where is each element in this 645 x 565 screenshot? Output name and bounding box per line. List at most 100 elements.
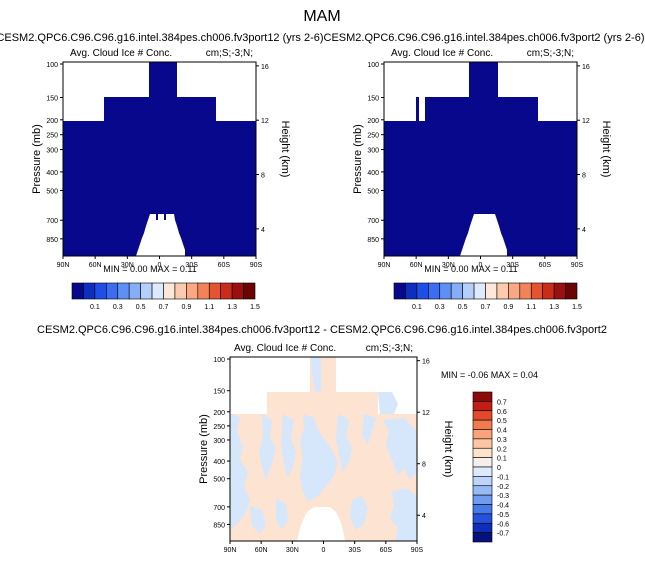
x-tick-label: 90N bbox=[224, 547, 237, 554]
x-tick-label: 60S bbox=[218, 262, 231, 269]
y-tick-label: 500 bbox=[213, 477, 225, 484]
panel-b-column bbox=[416, 97, 419, 121]
x-tick-label: 0 bbox=[322, 547, 326, 554]
colorbar-swatch bbox=[416, 282, 429, 300]
colorbar-swatch bbox=[243, 282, 256, 300]
colorbar-swatch bbox=[94, 282, 107, 300]
colorbar-label: 0.3 bbox=[497, 437, 507, 444]
height-tick-label: 16 bbox=[422, 359, 430, 366]
panel-c-variable-label: Avg. Cloud Ice # Conc. bbox=[234, 343, 336, 354]
y-tick-label: 150 bbox=[213, 389, 225, 396]
height-tick-label: 12 bbox=[261, 118, 269, 125]
colorbar-swatch bbox=[472, 401, 493, 412]
panel-b-axes: 90N 60N 30N 0 30S 60S 90S 100 150 200 250 300 400 500… bbox=[367, 62, 590, 269]
height-tick-label: 12 bbox=[422, 410, 430, 417]
panel-c-title: CESM2.QPC6.C96.C96.g16.intel.384pes.ch00… bbox=[37, 324, 607, 336]
colorbar-swatch bbox=[472, 419, 493, 430]
colorbar-swatch bbox=[405, 282, 418, 300]
colorbar-label: 1.1 bbox=[204, 304, 214, 311]
height-tick-label: 12 bbox=[582, 118, 590, 125]
height-tick-label: 8 bbox=[261, 173, 265, 180]
x-tick-label: 90S bbox=[250, 262, 263, 269]
colorbar-swatch bbox=[140, 282, 153, 300]
colorbar-swatch bbox=[472, 504, 493, 515]
colorbar-swatch bbox=[472, 447, 493, 458]
panel-c: CESM2.QPC6.C96.C96.g16.intel.384pes.ch00… bbox=[37, 324, 607, 554]
y-tick-label: 400 bbox=[367, 170, 379, 177]
height-tick-label: 4 bbox=[582, 227, 586, 234]
y-tick-label: 500 bbox=[367, 188, 379, 195]
y-tick-label: 850 bbox=[213, 522, 225, 529]
x-tick-label: 60N bbox=[255, 547, 268, 554]
panel-c-units-label: cm;S;-3;N; bbox=[366, 343, 413, 354]
y-tick-label: 100 bbox=[367, 62, 379, 69]
panel-a-units-label: cm;S;-3;N; bbox=[206, 48, 253, 59]
x-tick-label: 30S bbox=[348, 547, 361, 554]
colorbar-swatch bbox=[439, 282, 452, 300]
y-tick-label: 700 bbox=[213, 505, 225, 512]
x-tick-label: 60N bbox=[89, 262, 102, 269]
colorbar-label: -0.2 bbox=[497, 484, 509, 491]
x-tick-label: 90S bbox=[571, 262, 584, 269]
x-tick-label: 30N bbox=[442, 262, 455, 269]
colorbar-label: 0.1 bbox=[90, 304, 100, 311]
panel-a: CESM2.QPC6.C96.C96.g16.intel.384pes.ch00… bbox=[0, 32, 324, 311]
x-tick-label: 90S bbox=[411, 547, 424, 554]
colorbar-swatch bbox=[508, 282, 521, 300]
colorbar-swatch bbox=[530, 282, 543, 300]
colorbar-label: 1.5 bbox=[250, 304, 260, 311]
panel-b-title: CESM2.QPC6.C96.C96.g16.intel.384pes.ch00… bbox=[324, 32, 645, 44]
colorbar-swatch bbox=[472, 457, 493, 468]
colorbar-swatch bbox=[151, 282, 164, 300]
x-tick-label: 0 bbox=[479, 262, 483, 269]
colorbar-label: 0 bbox=[497, 465, 501, 472]
panel-a-stats: MIN = 0.00 MAX = 0.11 bbox=[103, 264, 196, 274]
panel-a-variable-label: Avg. Cloud Ice # Conc. bbox=[70, 48, 172, 59]
x-tick-label: 0 bbox=[158, 262, 162, 269]
panel-b-plot-area bbox=[384, 62, 577, 256]
panel-a-axes: 90N 60N 30N 0 30S 60S 90S 100 150 200 250 300 400 500… bbox=[46, 62, 269, 269]
y-tick-label: 400 bbox=[213, 459, 225, 466]
colorbar-swatch bbox=[220, 282, 233, 300]
panel-b-ylabel: Pressure (mb) bbox=[352, 124, 364, 194]
colorbar-label: 0.7 bbox=[159, 304, 169, 311]
colorbar-swatch bbox=[472, 476, 493, 487]
colorbar-swatch bbox=[472, 513, 493, 524]
colorbar-label: -0.1 bbox=[497, 474, 509, 481]
y-tick-label: 300 bbox=[46, 148, 58, 155]
colorbar-label: 0.1 bbox=[412, 304, 422, 311]
colorbar-label: 0.5 bbox=[136, 304, 146, 311]
x-tick-label: 90N bbox=[57, 262, 70, 269]
colorbar-swatch bbox=[565, 282, 578, 300]
colorbar-swatch bbox=[542, 282, 555, 300]
colorbar-swatch bbox=[428, 282, 441, 300]
colorbar-swatch bbox=[472, 429, 493, 440]
colorbar-label: 1.3 bbox=[549, 304, 559, 311]
height-tick-label: 4 bbox=[422, 513, 426, 520]
panel-c-field-negative bbox=[230, 357, 417, 541]
panel-b: CESM2.QPC6.C96.C96.g16.intel.384pes.ch00… bbox=[324, 32, 645, 311]
colorbar-swatch bbox=[117, 282, 130, 300]
panel-c-axes: 90N 60N 30N 0 30S 60S 90S 100 150 200 250 300 400 500… bbox=[213, 357, 430, 554]
y-tick-label: 100 bbox=[46, 62, 58, 69]
panel-b-variable-label: Avg. Cloud Ice # Conc. bbox=[391, 48, 493, 59]
colorbar-label: -0.4 bbox=[497, 503, 509, 510]
colorbar-label: 1.3 bbox=[227, 304, 237, 311]
colorbar-label: -0.3 bbox=[497, 493, 509, 500]
panel-a-colorbar: 0.1 0.3 0.5 0.7 0.9 1.1 1.3 1.5 bbox=[71, 282, 260, 311]
colorbar-swatch bbox=[106, 282, 119, 300]
colorbar-swatch bbox=[472, 532, 493, 543]
height-tick-label: 4 bbox=[261, 227, 265, 234]
x-tick-label: 30S bbox=[185, 262, 198, 269]
panel-a-field bbox=[63, 62, 256, 256]
colorbar-label: 0.5 bbox=[458, 304, 468, 311]
y-tick-label: 250 bbox=[46, 133, 58, 140]
y-tick-label: 300 bbox=[213, 438, 225, 445]
page-title: MAM bbox=[303, 8, 340, 25]
colorbar-swatch bbox=[472, 522, 493, 533]
x-tick-label: 90N bbox=[378, 262, 391, 269]
colorbar-label: 0.3 bbox=[113, 304, 123, 311]
y-tick-label: 400 bbox=[46, 170, 58, 177]
colorbar-swatch bbox=[519, 282, 532, 300]
colorbar-swatch bbox=[472, 466, 493, 477]
